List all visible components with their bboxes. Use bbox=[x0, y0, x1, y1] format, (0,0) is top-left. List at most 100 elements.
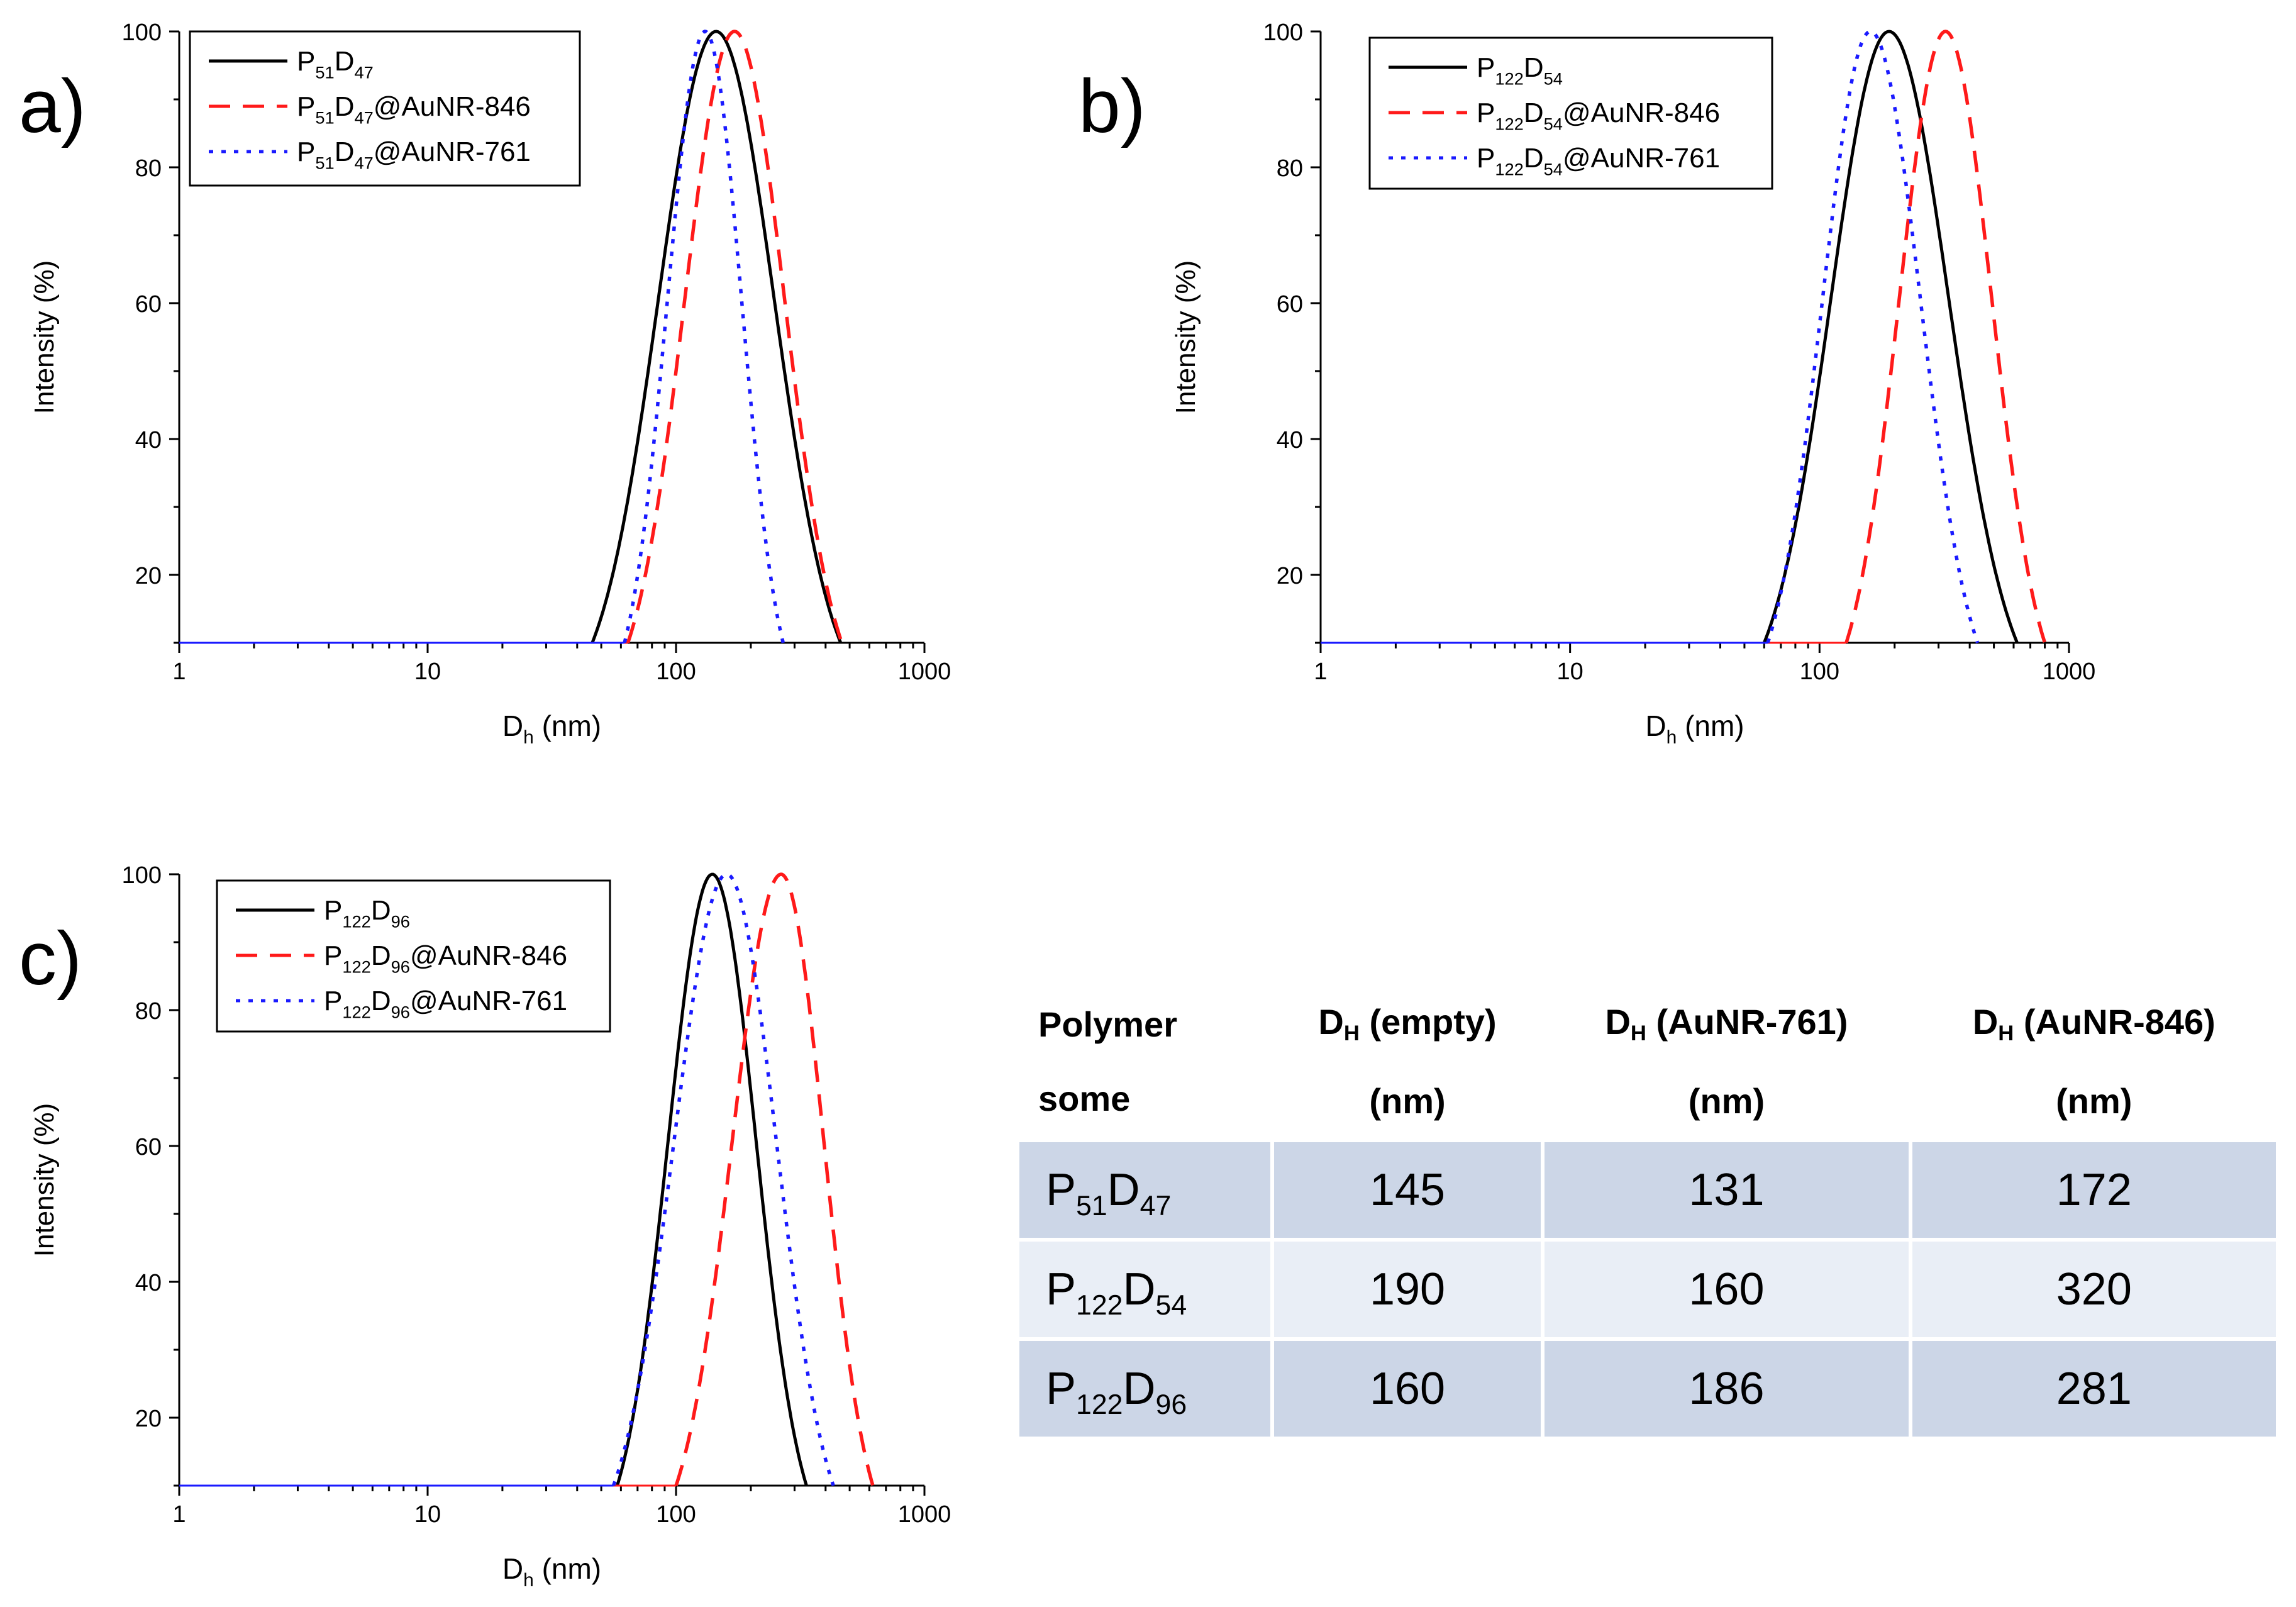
dh-empty-cell: 160 bbox=[1273, 1341, 1541, 1437]
header-unit: (nm) bbox=[2056, 1081, 2132, 1121]
header-polymersome-line2: some bbox=[1038, 1079, 1131, 1118]
x-tick-label: 100 bbox=[656, 1501, 696, 1528]
header-dh-main: D bbox=[1318, 1002, 1344, 1042]
legend-label: P122D54@AuNR-761 bbox=[1477, 143, 1720, 179]
y-tick-label: 80 bbox=[135, 998, 162, 1025]
dh-summary-table: Polymer some DH (empty) (nm) DH (AuNR-76… bbox=[1016, 981, 2280, 1440]
panel-label: b) bbox=[1079, 64, 1146, 148]
header-dh-empty: DH (empty) (nm) bbox=[1273, 985, 1541, 1138]
y-tick-label: 80 bbox=[135, 155, 162, 182]
x-tick-label: 10 bbox=[1557, 659, 1583, 685]
dh-empty-cell: 190 bbox=[1273, 1242, 1541, 1337]
legend-box bbox=[189, 30, 581, 187]
header-dh-rest: (AuNR-761) bbox=[1646, 1002, 1848, 1042]
x-tick-label: 100 bbox=[656, 659, 696, 685]
header-dh-aunr846: DH (AuNR-846) (nm) bbox=[1912, 985, 2276, 1138]
y-tick-label: 60 bbox=[1277, 291, 1303, 318]
x-tick-label: 10 bbox=[414, 659, 441, 685]
dh-empty-cell: 145 bbox=[1273, 1142, 1541, 1238]
dh-aunr761-cell: 186 bbox=[1545, 1341, 1909, 1437]
polymer-cell: P122D96 bbox=[1019, 1341, 1270, 1437]
x-tick-label: 1000 bbox=[898, 1501, 951, 1528]
x-tick-label: 1 bbox=[172, 1501, 186, 1528]
y-tick-label: 20 bbox=[1277, 563, 1303, 589]
y-axis-title: Intensity (%) bbox=[29, 260, 60, 414]
legend-label: P51D47@AuNR-761 bbox=[297, 136, 531, 172]
y-tick-label: 40 bbox=[135, 427, 162, 453]
legend: P122D96 P122D96@AuNR-846 P122D96@AuNR-761 bbox=[216, 879, 611, 1033]
x-tick-label: 10 bbox=[414, 1501, 441, 1528]
y-tick-label: 60 bbox=[135, 291, 162, 318]
series-line-P122D54 bbox=[1762, 30, 2019, 643]
y-axis-title: Intensity (%) bbox=[29, 1103, 60, 1257]
polymer-d-sub: 96 bbox=[1155, 1389, 1187, 1420]
header-dh-main: D bbox=[1605, 1002, 1631, 1042]
y-tick-label: 100 bbox=[122, 19, 162, 46]
polymer-p-sub: 122 bbox=[1076, 1289, 1123, 1321]
dh-aunr761-cell: 160 bbox=[1545, 1242, 1909, 1337]
x-axis-title: Dh (nm) bbox=[1645, 709, 1744, 748]
header-dh-rest: (empty) bbox=[1359, 1002, 1497, 1042]
series-line-P122D54@AuNR-761 bbox=[1766, 30, 1980, 643]
table-header-row: Polymer some DH (empty) (nm) DH (AuNR-76… bbox=[1019, 985, 2276, 1138]
dh-aunr846-cell: 172 bbox=[1912, 1142, 2276, 1238]
legend-label: P122D54 bbox=[1477, 52, 1563, 88]
series-line-P122D96@AuNR-846 bbox=[674, 872, 875, 1486]
header-polymersome-line1: Polymer bbox=[1038, 1004, 1177, 1044]
series-line-P51D47@AuNR-846 bbox=[626, 30, 844, 643]
polymer-cell: P51D47 bbox=[1019, 1142, 1270, 1238]
header-unit: (nm) bbox=[1369, 1081, 1446, 1121]
header-unit: (nm) bbox=[1688, 1081, 1765, 1121]
panel-label: a) bbox=[19, 64, 86, 148]
x-axis-title: Dh (nm) bbox=[502, 1552, 601, 1591]
chart-panel-c: 20 40 60 80 100 1 10 100 1000 Intensity (%) Dh (nm… bbox=[19, 862, 951, 1591]
dh-aunr846-cell: 320 bbox=[1912, 1242, 2276, 1337]
y-tick-label: 80 bbox=[1277, 155, 1303, 182]
y-tick-label: 100 bbox=[122, 862, 162, 889]
polymer-d-sub: 54 bbox=[1155, 1289, 1187, 1321]
header-dh-sub: H bbox=[1998, 1021, 2014, 1046]
header-dh-aunr761: DH (AuNR-761) (nm) bbox=[1545, 985, 1909, 1138]
header-dh-main: D bbox=[1972, 1002, 1999, 1042]
y-tick-label: 20 bbox=[135, 1406, 162, 1432]
header-polymersome: Polymer some bbox=[1019, 985, 1270, 1138]
polymer-p-sub: 122 bbox=[1076, 1389, 1123, 1420]
legend-label: P122D96@AuNR-761 bbox=[324, 986, 567, 1021]
dh-aunr846-cell: 281 bbox=[1912, 1341, 2276, 1437]
polymer-cell: P122D54 bbox=[1019, 1242, 1270, 1337]
chart-panel-b: 20 40 60 80 100 1 10 100 1000 Intensity (%) Dh (nm… bbox=[1079, 19, 2095, 748]
legend: P122D54 P122D54@AuNR-846 P122D54@AuNR-761 bbox=[1368, 36, 1773, 190]
legend-label: P122D96@AuNR-846 bbox=[324, 940, 567, 976]
dh-table: Polymer some DH (empty) (nm) DH (AuNR-76… bbox=[1016, 981, 2280, 1440]
header-dh-sub: H bbox=[1343, 1021, 1360, 1046]
legend-label: P51D47@AuNR-846 bbox=[297, 91, 531, 127]
table-row: P51D47 145 131 172 bbox=[1019, 1142, 2276, 1238]
panel-label: c) bbox=[19, 916, 82, 1001]
series-line-P122D96@AuNR-761 bbox=[611, 872, 835, 1486]
header-dh-rest: (AuNR-846) bbox=[2014, 1002, 2216, 1042]
chart-panel-a: 20 40 60 80 100 1 10 100 1000 Intensity (%) Dh (nm… bbox=[19, 19, 951, 748]
x-tick-label: 1 bbox=[172, 659, 186, 685]
legend-label: P51D47 bbox=[297, 46, 374, 82]
y-tick-label: 20 bbox=[135, 563, 162, 589]
table-row: P122D54 190 160 320 bbox=[1019, 1242, 2276, 1337]
x-tick-label: 1000 bbox=[2043, 659, 2096, 685]
x-tick-label: 100 bbox=[1800, 659, 1839, 685]
legend: P51D47 P51D47@AuNR-846 P51D47@AuNR-761 bbox=[189, 30, 581, 187]
y-axis-title: Intensity (%) bbox=[1170, 260, 1201, 414]
series-line-P122D96 bbox=[616, 872, 808, 1486]
polymer-p-sub: 51 bbox=[1076, 1190, 1107, 1221]
series-line-P122D54@AuNR-846 bbox=[1844, 30, 2047, 643]
table-row: P122D96 160 186 281 bbox=[1019, 1341, 2276, 1437]
legend-label: P122D54@AuNR-846 bbox=[1477, 97, 1720, 133]
legend-label: P122D96 bbox=[324, 895, 410, 931]
y-tick-label: 60 bbox=[135, 1134, 162, 1160]
legend-box bbox=[216, 879, 611, 1033]
polymer-d-sub: 47 bbox=[1140, 1190, 1172, 1221]
x-axis-title: Dh (nm) bbox=[502, 709, 601, 748]
series-line-P51D47 bbox=[591, 30, 843, 643]
y-tick-label: 40 bbox=[1277, 427, 1303, 453]
y-tick-label: 100 bbox=[1263, 19, 1303, 46]
